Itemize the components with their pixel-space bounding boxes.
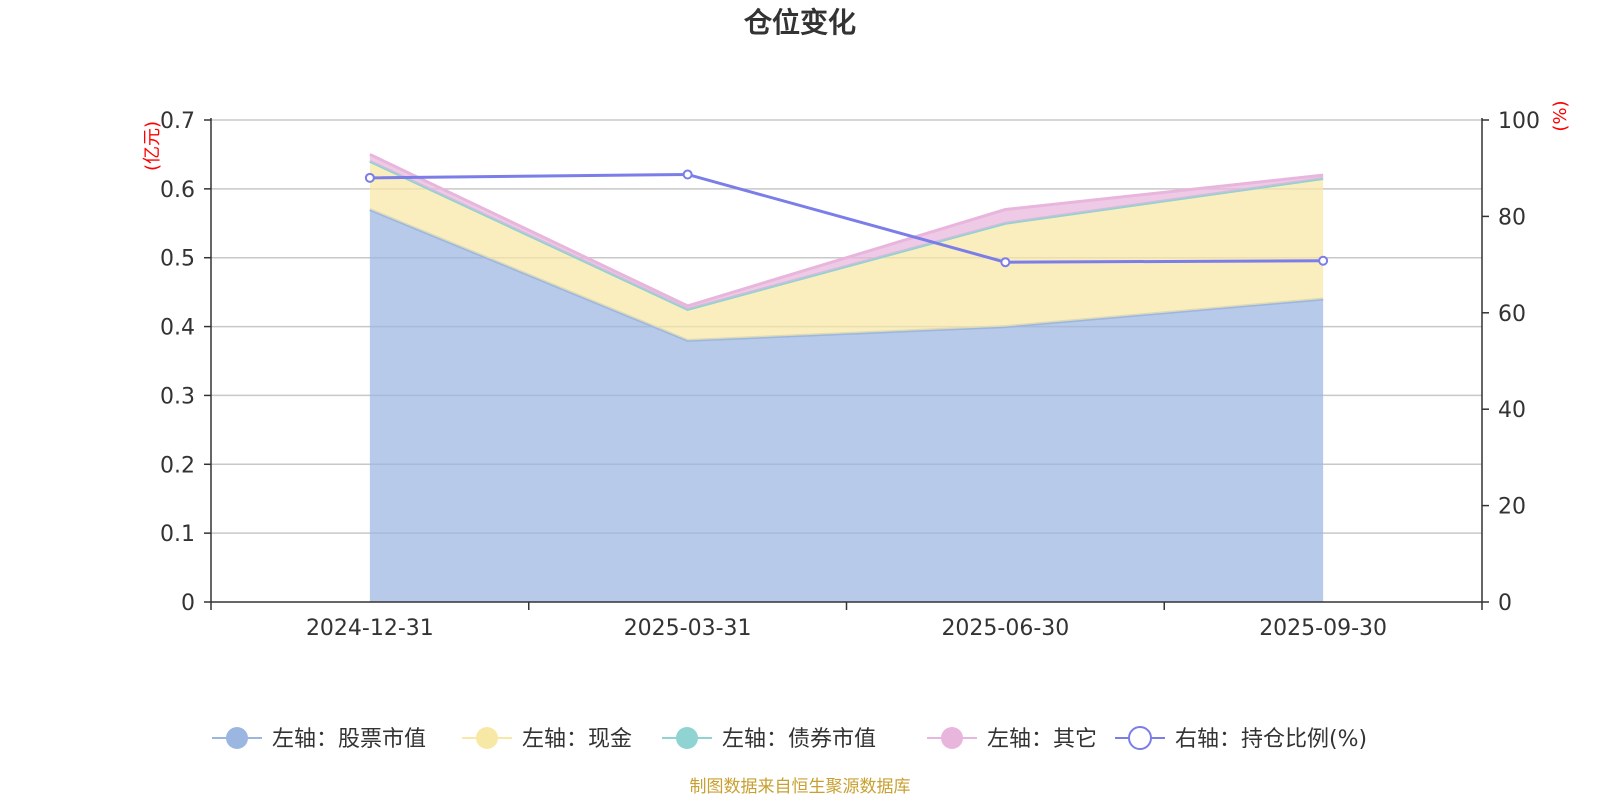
legend-label: 左轴：现金 — [522, 727, 632, 752]
left-axis-unit: (亿元) — [142, 121, 163, 171]
left-axis-tick-label: 0.3 — [160, 384, 195, 409]
x-axis-tick-label: 2024-12-31 — [306, 616, 434, 641]
chart-title: 仓位变化 — [744, 6, 856, 39]
series-point — [1000, 257, 1011, 268]
legend-item: 左轴：其它 — [927, 727, 1097, 752]
legend-item: 左轴：现金 — [462, 727, 632, 752]
stacked-areas — [369, 153, 1324, 602]
series-edge-line — [369, 153, 1324, 308]
right-axis-unit: (%) — [1550, 100, 1571, 131]
left-axis-tick-label: 0.1 — [160, 522, 195, 547]
legend-marker — [1128, 726, 1152, 750]
x-axis-tick-label: 2025-06-30 — [941, 616, 1069, 641]
legend-label: 左轴：债券市值 — [722, 727, 876, 752]
series-area — [369, 209, 1324, 602]
x-axis-tick-label: 2025-09-30 — [1259, 616, 1387, 641]
series-line — [369, 172, 1324, 264]
legend-label: 左轴：其它 — [987, 727, 1097, 752]
series-point — [682, 169, 693, 180]
left-axis-tick-label: 0.6 — [160, 178, 195, 203]
legend-marker — [941, 727, 963, 749]
left-axis-tick-label: 0.5 — [160, 247, 195, 272]
series-point — [364, 172, 375, 183]
legend-item: 左轴：股票市值 — [212, 727, 426, 752]
legend-label: 右轴：持仓比例(%) — [1175, 727, 1367, 752]
right-axis-tick-label: 60 — [1498, 302, 1526, 327]
axes: 0 0.1 0.2 0.3 0.4 0.5 0.6 0.7 0 20 40 60 80 100 2024-1… — [160, 109, 1540, 641]
series-area — [369, 161, 1324, 341]
left-axis-tick-label: 0.4 — [160, 316, 195, 341]
left-axis-tick-label: 0.7 — [160, 109, 195, 134]
right-axis-tick-label: 40 — [1498, 398, 1526, 423]
right-axis-tick-label: 20 — [1498, 495, 1526, 520]
legend-item: 左轴：债券市值 — [662, 727, 876, 752]
legend-marker — [476, 727, 498, 749]
legend-marker — [226, 727, 248, 749]
right-axis-tick-label: 100 — [1498, 109, 1540, 134]
right-axis-tick-label: 0 — [1498, 591, 1512, 616]
legend-item: 右轴：持仓比例(%) — [1115, 726, 1367, 752]
legend-label: 左轴：股票市值 — [272, 727, 426, 752]
x-axis-tick-label: 2025-03-31 — [624, 616, 752, 641]
legend-marker — [676, 727, 698, 749]
left-axis-tick-label: 0 — [181, 591, 195, 616]
series-point — [1318, 255, 1329, 266]
right-axis-tick-label: 80 — [1498, 205, 1526, 230]
series-area — [369, 154, 1324, 310]
source-note: 制图数据来自恒生聚源数据库 — [690, 777, 911, 797]
legend: 左轴：股票市值 左轴：现金 左轴：债券市值 左轴：其它 右轴：持仓比例(%) — [212, 726, 1367, 752]
series-lines — [364, 169, 1329, 268]
left-axis-tick-label: 0.2 — [160, 453, 195, 478]
